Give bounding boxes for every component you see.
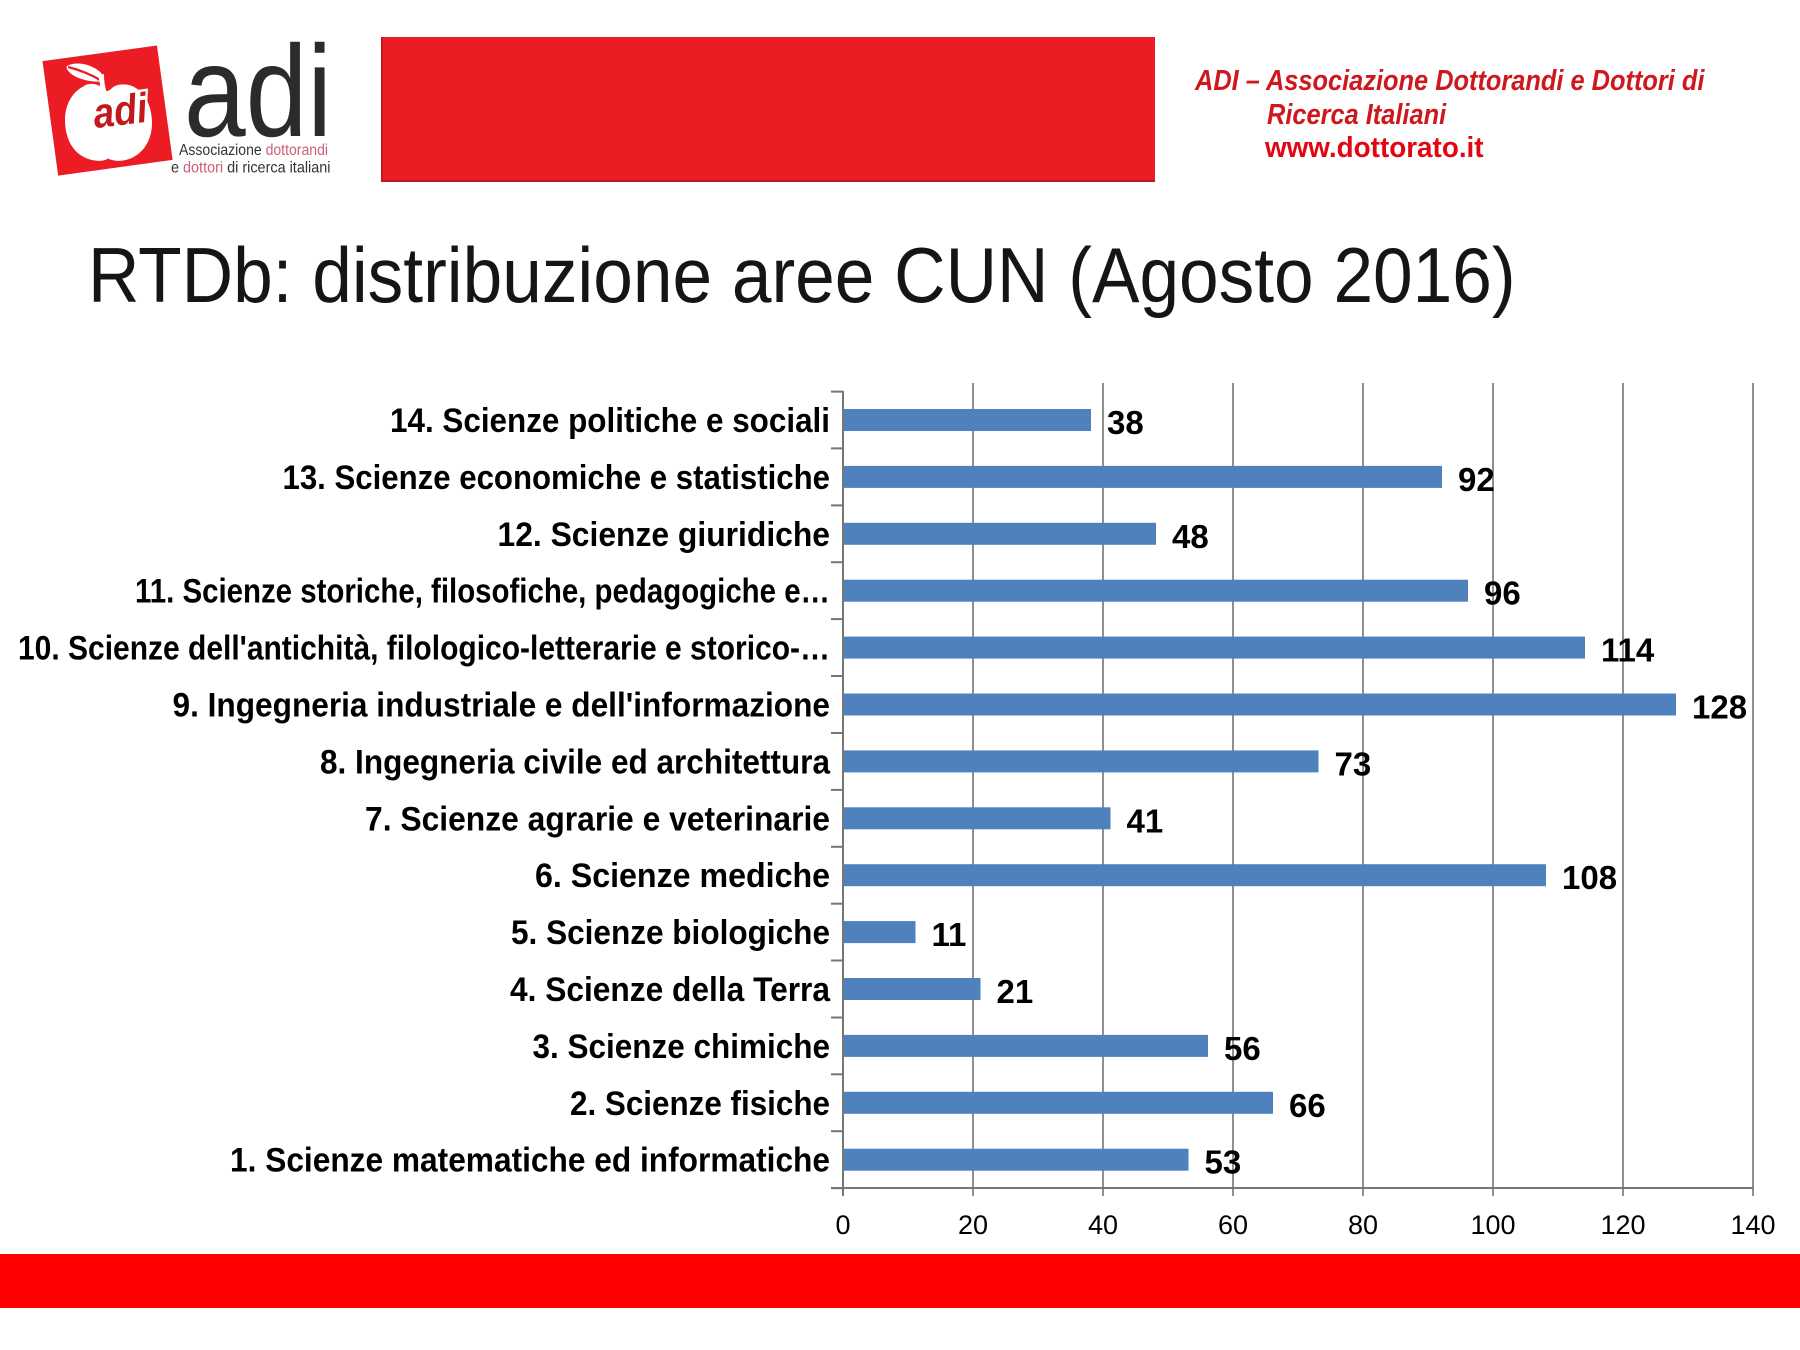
svg-text:114: 114 — [1601, 632, 1655, 669]
svg-text:21: 21 — [997, 973, 1034, 1010]
svg-text:11. Scienze storiche, filosofi: 11. Scienze storiche, filosofiche, pedag… — [135, 573, 830, 611]
svg-text:66: 66 — [1289, 1087, 1326, 1124]
svg-text:120: 120 — [1600, 1210, 1645, 1240]
svg-text:41: 41 — [1127, 802, 1164, 839]
svg-text:1. Scienze matematiche ed info: 1. Scienze matematiche ed informatiche — [230, 1142, 830, 1180]
svg-text:12. Scienze giuridiche: 12. Scienze giuridiche — [498, 516, 831, 554]
svg-text:e dottori di ricerca italiani: e dottori di ricerca italiani — [171, 160, 331, 177]
svg-text:80: 80 — [1348, 1210, 1378, 1240]
svg-text:10. Scienze dell'antichità, fi: 10. Scienze dell'antichità, filologico-l… — [18, 630, 830, 668]
svg-text:56: 56 — [1224, 1030, 1261, 1067]
svg-text:5. Scienze biologiche: 5. Scienze biologiche — [511, 914, 830, 952]
svg-text:128: 128 — [1692, 689, 1747, 726]
svg-text:92: 92 — [1458, 461, 1495, 498]
svg-text:108: 108 — [1562, 859, 1617, 896]
svg-text:8. Ingegneria civile ed archit: 8. Ingegneria civile ed architettura — [320, 743, 831, 781]
svg-text:40: 40 — [1088, 1210, 1118, 1240]
svg-text:14. Scienze politiche e social: 14. Scienze politiche e sociali — [390, 402, 830, 440]
svg-text:9. Ingegneria industriale e de: 9. Ingegneria industriale e dell'informa… — [173, 687, 831, 725]
svg-text:adi: adi — [90, 84, 150, 137]
svg-text:73: 73 — [1335, 745, 1372, 782]
svg-text:53: 53 — [1205, 1144, 1242, 1181]
svg-text:3. Scienze chimiche: 3. Scienze chimiche — [533, 1028, 831, 1066]
svg-text:Associazione dottorandi: Associazione dottorandi — [179, 142, 328, 159]
svg-text:48: 48 — [1172, 518, 1209, 555]
svg-text:0: 0 — [835, 1210, 850, 1240]
svg-text:38: 38 — [1107, 404, 1144, 441]
svg-text:7. Scienze agrarie e veterinar: 7. Scienze agrarie e veterinarie — [365, 800, 830, 838]
svg-text:60: 60 — [1218, 1210, 1248, 1240]
svg-text:6. Scienze mediche: 6. Scienze mediche — [535, 857, 830, 895]
svg-text:4. Scienze della Terra: 4. Scienze della Terra — [510, 971, 831, 1009]
svg-text:13. Scienze economiche e stati: 13. Scienze economiche e statistiche — [283, 459, 831, 497]
svg-text:11: 11 — [932, 916, 967, 953]
svg-text:100: 100 — [1470, 1210, 1515, 1240]
svg-text:adi: adi — [184, 18, 332, 164]
svg-text:96: 96 — [1484, 575, 1521, 612]
svg-text:2. Scienze fisiche: 2. Scienze fisiche — [570, 1085, 830, 1123]
svg-text:20: 20 — [958, 1210, 988, 1240]
svg-text:140: 140 — [1730, 1210, 1775, 1240]
